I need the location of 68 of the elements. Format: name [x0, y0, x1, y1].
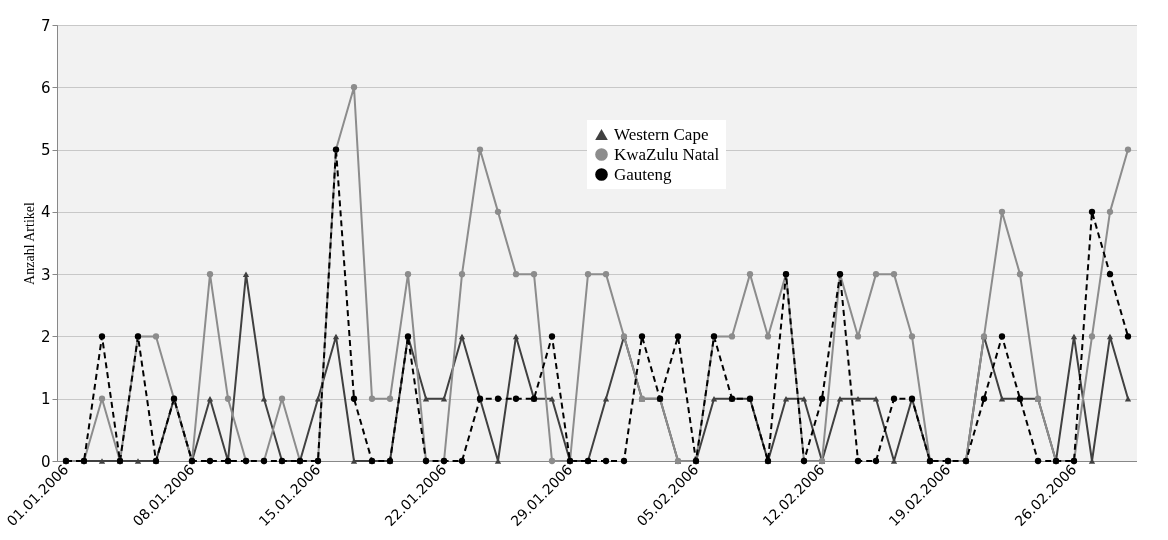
- point: [98, 458, 106, 464]
- point: [530, 270, 538, 278]
- y-tick-label: 7: [40, 16, 51, 35]
- point: [818, 395, 826, 402]
- point: [764, 333, 772, 340]
- point: [602, 457, 610, 465]
- point: [1106, 208, 1114, 216]
- point: [494, 208, 502, 216]
- point: [458, 457, 466, 465]
- point: [134, 458, 142, 464]
- point: [620, 457, 628, 465]
- point: [854, 457, 862, 465]
- point: [548, 333, 556, 340]
- point: [98, 395, 106, 402]
- legend-label: KwaZulu Natal: [614, 144, 720, 164]
- point: [890, 395, 898, 402]
- legend-label: Gauteng: [614, 164, 673, 184]
- point: [890, 270, 898, 278]
- point: [872, 457, 880, 465]
- point: [1124, 333, 1132, 340]
- y-tick-label: 3: [40, 265, 51, 284]
- point: [998, 208, 1006, 216]
- point: [332, 333, 340, 340]
- point: [908, 333, 916, 340]
- point: [854, 333, 862, 340]
- point: [512, 395, 520, 402]
- point: [404, 270, 412, 278]
- point: [1016, 270, 1024, 278]
- y-tick-label: 2: [40, 327, 51, 346]
- point: [746, 270, 754, 278]
- point: [584, 270, 592, 278]
- point: [512, 333, 520, 340]
- point: [98, 333, 106, 340]
- point: [458, 333, 466, 340]
- point: [1088, 333, 1096, 340]
- point: [1106, 333, 1114, 340]
- point: [476, 146, 484, 153]
- point: [242, 271, 250, 277]
- y-tick-label: 6: [40, 78, 51, 97]
- point: [872, 270, 880, 278]
- point: [206, 457, 214, 465]
- point: [386, 395, 394, 402]
- point: [1106, 270, 1114, 278]
- point: [458, 270, 466, 278]
- point: [206, 270, 214, 278]
- point: [638, 333, 646, 340]
- point: [494, 395, 502, 402]
- point: [278, 395, 286, 402]
- point: [1124, 146, 1132, 153]
- point: [980, 395, 988, 402]
- point: [350, 395, 358, 402]
- point: [728, 333, 736, 340]
- y-tick-label: 5: [40, 141, 51, 160]
- point: [602, 270, 610, 278]
- point: [998, 333, 1006, 340]
- point: [152, 333, 160, 340]
- point: [512, 270, 520, 278]
- point: [350, 84, 358, 91]
- y-tick-label: 4: [40, 203, 51, 222]
- point: [350, 458, 358, 464]
- y-tick-label: 1: [40, 390, 51, 409]
- legend-label: Western Cape: [614, 124, 709, 144]
- point: [1088, 208, 1096, 216]
- point: [1070, 333, 1078, 340]
- point: [368, 395, 376, 402]
- point: [674, 333, 682, 340]
- point: [224, 395, 232, 402]
- y-axis-title: Anzahl Artikel: [21, 201, 37, 285]
